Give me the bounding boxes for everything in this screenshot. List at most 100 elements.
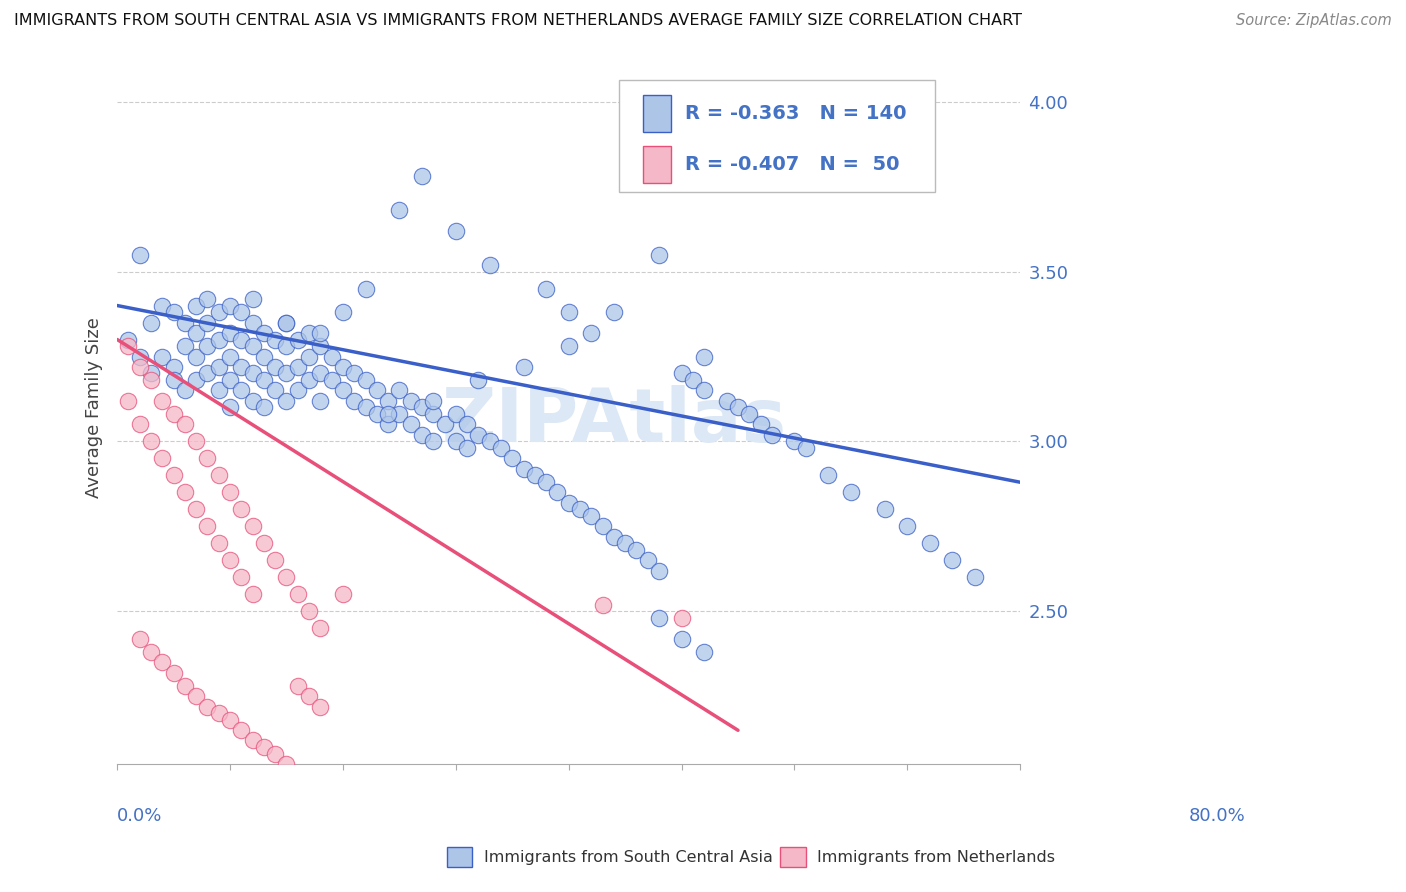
Point (208, 305, 231, 319)
Point (309, 339, 332, 353)
Point (534, 475, 557, 490)
Point (219, 299, 242, 313)
Point (309, 621, 332, 635)
Point (332, 359, 354, 374)
Point (478, 258, 501, 272)
Point (276, 757, 298, 772)
Point (963, 570, 986, 584)
Point (603, 530, 626, 544)
Point (287, 359, 309, 374)
Point (162, 468, 184, 483)
Point (242, 339, 264, 353)
Point (343, 367, 366, 381)
Point (366, 384, 388, 398)
Point (208, 706, 231, 721)
Point (388, 407, 411, 421)
Point (264, 747, 287, 761)
Point (648, 611, 671, 625)
Point (309, 367, 332, 381)
Point (128, 359, 150, 374)
Point (388, 203, 411, 218)
Point (839, 485, 862, 500)
Point (523, 468, 546, 483)
Point (208, 359, 231, 374)
Point (128, 417, 150, 432)
Point (139, 316, 162, 330)
Point (422, 434, 444, 449)
Point (197, 451, 219, 466)
Text: IMMIGRANTS FROM SOUTH CENTRAL ASIA VS IMMIGRANTS FROM NETHERLANDS AVERAGE FAMILY: IMMIGRANTS FROM SOUTH CENTRAL ASIA VS IM… (14, 13, 1022, 29)
Point (253, 401, 276, 415)
Point (501, 451, 523, 466)
Point (264, 384, 287, 398)
Point (242, 587, 264, 601)
Point (298, 373, 321, 387)
Point (309, 326, 332, 340)
Point (761, 427, 783, 442)
Point (896, 519, 918, 533)
Point (231, 502, 253, 516)
Point (150, 393, 173, 408)
Point (139, 373, 162, 387)
Point (219, 373, 242, 387)
Point (592, 598, 614, 612)
Point (512, 461, 534, 475)
Point (117, 393, 139, 408)
Point (794, 442, 817, 456)
Point (512, 359, 534, 374)
Point (671, 632, 693, 646)
Point (614, 536, 637, 550)
Point (332, 384, 354, 398)
Point (671, 367, 693, 381)
Point (219, 553, 242, 567)
Point (208, 384, 231, 398)
Point (219, 326, 242, 340)
Y-axis label: Average Family Size: Average Family Size (86, 317, 103, 498)
Point (117, 333, 139, 347)
Point (186, 373, 208, 387)
Point (174, 679, 197, 693)
Text: R = -0.407   N =  50: R = -0.407 N = 50 (685, 155, 900, 174)
Text: Source: ZipAtlas.com: Source: ZipAtlas.com (1236, 13, 1392, 29)
Point (354, 401, 377, 415)
Point (253, 740, 276, 755)
Text: 0.0%: 0.0% (117, 807, 163, 825)
Point (162, 407, 184, 421)
Point (174, 316, 197, 330)
Point (174, 417, 197, 432)
Point (174, 339, 197, 353)
Point (433, 417, 456, 432)
Point (264, 553, 287, 567)
Point (377, 407, 399, 421)
Point (444, 434, 467, 449)
Point (128, 247, 150, 261)
Point (264, 333, 287, 347)
Point (422, 407, 444, 421)
Point (738, 407, 761, 421)
Point (242, 292, 264, 306)
Point (354, 373, 377, 387)
Point (253, 326, 276, 340)
Point (186, 326, 208, 340)
Point (208, 536, 231, 550)
Point (411, 427, 433, 442)
Point (139, 645, 162, 659)
Point (186, 299, 208, 313)
Point (366, 407, 388, 421)
Point (343, 393, 366, 408)
Point (253, 536, 276, 550)
Point (749, 417, 772, 432)
Point (411, 169, 433, 184)
Point (231, 305, 253, 319)
Point (287, 679, 309, 693)
Point (682, 373, 704, 387)
Point (557, 339, 579, 353)
Point (557, 495, 579, 509)
Point (253, 373, 276, 387)
Point (716, 393, 738, 408)
Point (388, 384, 411, 398)
Point (253, 350, 276, 364)
Point (276, 393, 298, 408)
Point (309, 393, 332, 408)
Point (648, 564, 671, 578)
